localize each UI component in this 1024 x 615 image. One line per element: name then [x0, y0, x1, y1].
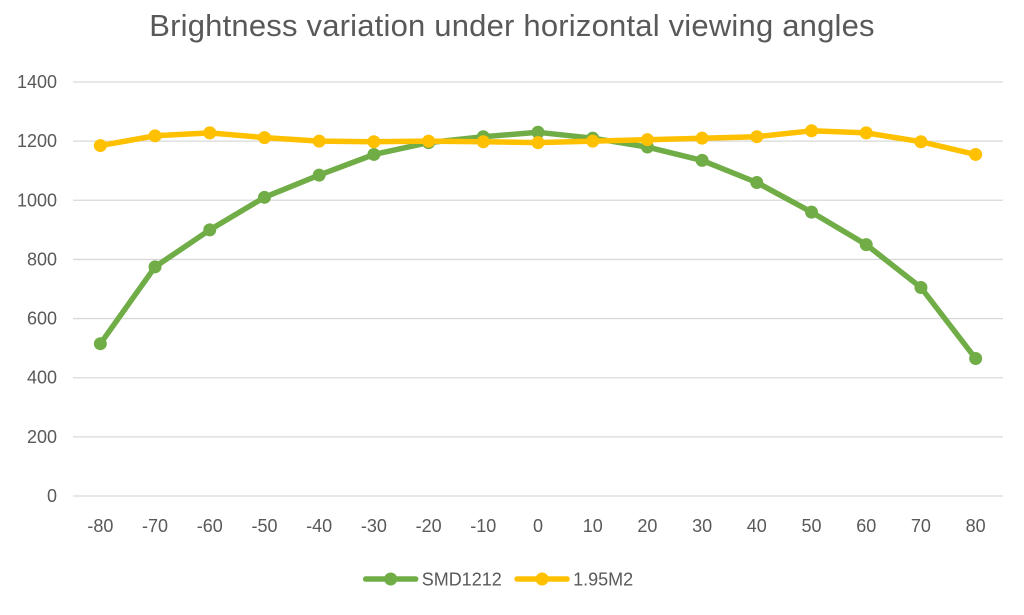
- x-tick-label: 50: [802, 516, 822, 536]
- legend: SMD1212 1.95M2: [362, 570, 633, 590]
- x-tick-label: -40: [306, 516, 332, 536]
- data-point: [203, 126, 217, 140]
- data-point: [257, 131, 271, 145]
- x-tick-label: 30: [692, 516, 712, 536]
- x-tick-label: 0: [533, 516, 543, 536]
- data-point: [914, 135, 928, 149]
- data-point: [805, 124, 819, 138]
- y-tick-label: 800: [27, 249, 57, 269]
- chart-title: Brightness variation under horizontal vi…: [149, 8, 875, 43]
- series-line: [97, 129, 979, 362]
- y-tick-label: 1200: [17, 131, 57, 151]
- x-tick-label: -50: [251, 516, 277, 536]
- data-point: [203, 223, 217, 237]
- data-point: [750, 176, 764, 190]
- x-tick-label: 80: [966, 516, 986, 536]
- legend-marker-swatch: [535, 572, 549, 586]
- series-1-95m2: [93, 124, 983, 161]
- x-tick-label: -20: [416, 516, 442, 536]
- data-point: [93, 139, 107, 153]
- data-point: [531, 125, 545, 139]
- data-point: [695, 153, 709, 167]
- gridlines: [73, 81, 1003, 497]
- legend-item: 1.95M2: [514, 570, 633, 590]
- y-tick-label: 400: [27, 368, 57, 388]
- x-tick-label: -30: [361, 516, 387, 536]
- x-tick-label: -80: [87, 516, 113, 536]
- x-tick-label: 20: [637, 516, 657, 536]
- data-point: [312, 134, 326, 148]
- y-axis-tick-labels: 0 200 400 600 800 1000 1200 1400: [17, 72, 57, 506]
- legend-item: SMD1212: [362, 570, 502, 590]
- y-tick-label: 1400: [17, 72, 57, 92]
- data-point: [93, 337, 107, 351]
- data-point: [148, 129, 162, 143]
- data-point: [859, 238, 873, 252]
- data-point: [586, 134, 600, 148]
- x-tick-label: 10: [583, 516, 603, 536]
- data-point: [969, 351, 983, 365]
- y-tick-label: 600: [27, 309, 57, 329]
- x-tick-label: 60: [856, 516, 876, 536]
- x-tick-label: 70: [911, 516, 931, 536]
- series-layer: [93, 124, 983, 365]
- y-tick-label: 0: [47, 486, 57, 506]
- data-point: [531, 136, 545, 150]
- data-point: [859, 126, 873, 140]
- data-point: [750, 130, 764, 144]
- data-point: [257, 190, 271, 204]
- x-tick-label: -70: [142, 516, 168, 536]
- x-axis-tick-labels: -80 -70 -60 -50 -40 -30 -20 -10 0 10 20 30 40 50 60 70 8…: [87, 516, 985, 536]
- x-tick-label: -10: [470, 516, 496, 536]
- data-point: [312, 168, 326, 182]
- x-tick-label: -60: [197, 516, 223, 536]
- data-point: [367, 147, 381, 161]
- data-point: [805, 205, 819, 219]
- y-tick-label: 1000: [17, 190, 57, 210]
- y-tick-label: 200: [27, 427, 57, 447]
- series-smd1212: [93, 125, 983, 365]
- legend-label: SMD1212: [422, 570, 502, 590]
- data-point: [914, 281, 928, 295]
- legend-marker-swatch: [384, 572, 398, 586]
- legend-label: 1.95M2: [573, 570, 633, 590]
- data-point: [367, 135, 381, 149]
- data-point: [148, 260, 162, 274]
- data-point: [422, 134, 436, 148]
- data-point: [640, 133, 654, 147]
- data-point: [476, 135, 490, 149]
- x-tick-label: 40: [747, 516, 767, 536]
- data-point: [695, 131, 709, 145]
- data-point: [969, 147, 983, 161]
